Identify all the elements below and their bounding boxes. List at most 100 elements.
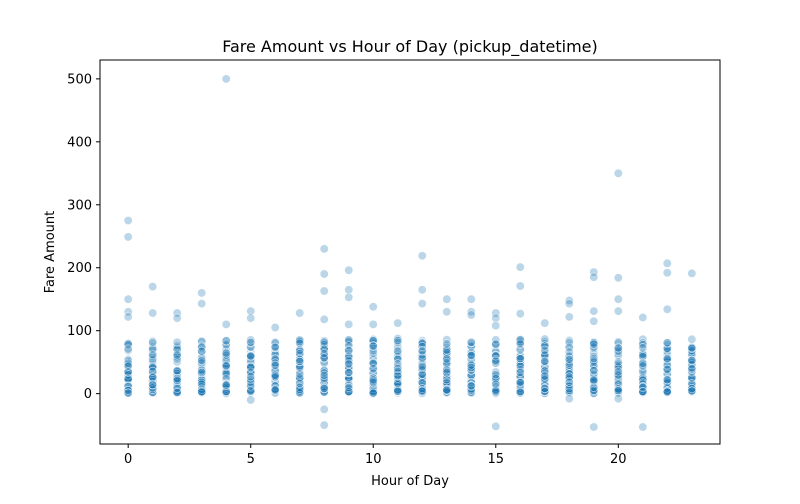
data-point bbox=[172, 313, 182, 323]
data-point bbox=[466, 337, 476, 347]
data-point bbox=[295, 338, 305, 348]
data-point bbox=[344, 265, 354, 275]
data-point bbox=[638, 351, 648, 361]
data-point bbox=[393, 318, 403, 328]
data-point bbox=[393, 370, 403, 380]
data-point bbox=[417, 346, 427, 356]
data-point bbox=[491, 321, 501, 331]
data-point bbox=[393, 359, 403, 369]
data-point bbox=[197, 368, 207, 378]
data-point bbox=[319, 387, 329, 397]
data-point bbox=[319, 339, 329, 349]
data-point bbox=[197, 365, 207, 375]
data-point bbox=[319, 286, 329, 296]
data-point bbox=[638, 379, 648, 389]
data-point bbox=[393, 367, 403, 377]
x-tick-label: 5 bbox=[247, 452, 255, 467]
data-point bbox=[515, 378, 525, 388]
data-point bbox=[197, 346, 207, 356]
data-point bbox=[197, 288, 207, 298]
data-point bbox=[589, 351, 599, 361]
data-point bbox=[344, 359, 354, 369]
data-point bbox=[172, 375, 182, 385]
data-point bbox=[172, 341, 182, 351]
data-point bbox=[613, 367, 623, 377]
data-point bbox=[123, 344, 133, 354]
data-point bbox=[319, 314, 329, 324]
data-point bbox=[270, 385, 280, 395]
data-point bbox=[417, 375, 427, 385]
data-point bbox=[613, 379, 623, 389]
data-point bbox=[123, 370, 133, 380]
data-point bbox=[368, 364, 378, 374]
data-point bbox=[417, 285, 427, 295]
data-point bbox=[221, 386, 231, 396]
data-point bbox=[393, 336, 403, 346]
data-point bbox=[515, 386, 525, 396]
plot-frame bbox=[99, 59, 721, 445]
data-point bbox=[295, 388, 305, 398]
data-point bbox=[344, 285, 354, 295]
data-point bbox=[295, 378, 305, 388]
data-point bbox=[491, 382, 501, 392]
data-point bbox=[246, 338, 256, 348]
data-point bbox=[442, 354, 452, 364]
data-point bbox=[246, 386, 256, 396]
x-axis-ticks: 0 5 10 15 20 bbox=[124, 444, 627, 467]
data-point bbox=[319, 383, 329, 393]
data-point bbox=[564, 347, 574, 357]
data-point bbox=[197, 355, 207, 365]
data-point bbox=[148, 380, 158, 390]
data-point bbox=[148, 366, 158, 376]
data-point bbox=[564, 354, 574, 364]
data-point bbox=[270, 342, 280, 352]
data-point bbox=[662, 364, 672, 374]
data-point bbox=[442, 368, 452, 378]
data-point bbox=[368, 319, 378, 329]
data-point bbox=[270, 323, 280, 333]
data-point bbox=[564, 337, 574, 347]
data-point bbox=[417, 388, 427, 398]
data-point bbox=[687, 356, 697, 366]
data-point bbox=[442, 385, 452, 395]
data-point bbox=[540, 371, 550, 381]
data-point bbox=[197, 384, 207, 394]
y-tick-label: 300 bbox=[67, 198, 92, 213]
data-point bbox=[540, 334, 550, 344]
data-point bbox=[221, 355, 231, 365]
data-point bbox=[564, 372, 574, 382]
data-point bbox=[319, 404, 329, 414]
data-point bbox=[417, 299, 427, 309]
data-point bbox=[564, 367, 574, 377]
data-point bbox=[123, 232, 133, 242]
data-point bbox=[564, 384, 574, 394]
data-point bbox=[638, 343, 648, 353]
data-point bbox=[197, 379, 207, 389]
data-point bbox=[319, 348, 329, 358]
data-point bbox=[589, 385, 599, 395]
data-point bbox=[368, 351, 378, 361]
data-point bbox=[564, 387, 574, 397]
data-point bbox=[344, 319, 354, 329]
data-point bbox=[319, 269, 329, 279]
data-point bbox=[393, 363, 403, 373]
data-point bbox=[368, 358, 378, 368]
data-point bbox=[246, 351, 256, 361]
data-point bbox=[638, 340, 648, 350]
data-point bbox=[466, 387, 476, 397]
data-point bbox=[319, 244, 329, 254]
data-point bbox=[491, 351, 501, 361]
data-point bbox=[687, 364, 697, 374]
data-point bbox=[123, 358, 133, 368]
data-point bbox=[491, 386, 501, 396]
data-point bbox=[466, 347, 476, 357]
y-tick-label: 500 bbox=[67, 72, 92, 87]
data-point bbox=[393, 386, 403, 396]
data-point bbox=[319, 370, 329, 380]
data-point bbox=[589, 365, 599, 375]
data-point bbox=[368, 388, 378, 398]
data-point bbox=[515, 365, 525, 375]
y-axis-label: Fare Amount bbox=[43, 211, 58, 294]
data-point bbox=[148, 383, 158, 393]
